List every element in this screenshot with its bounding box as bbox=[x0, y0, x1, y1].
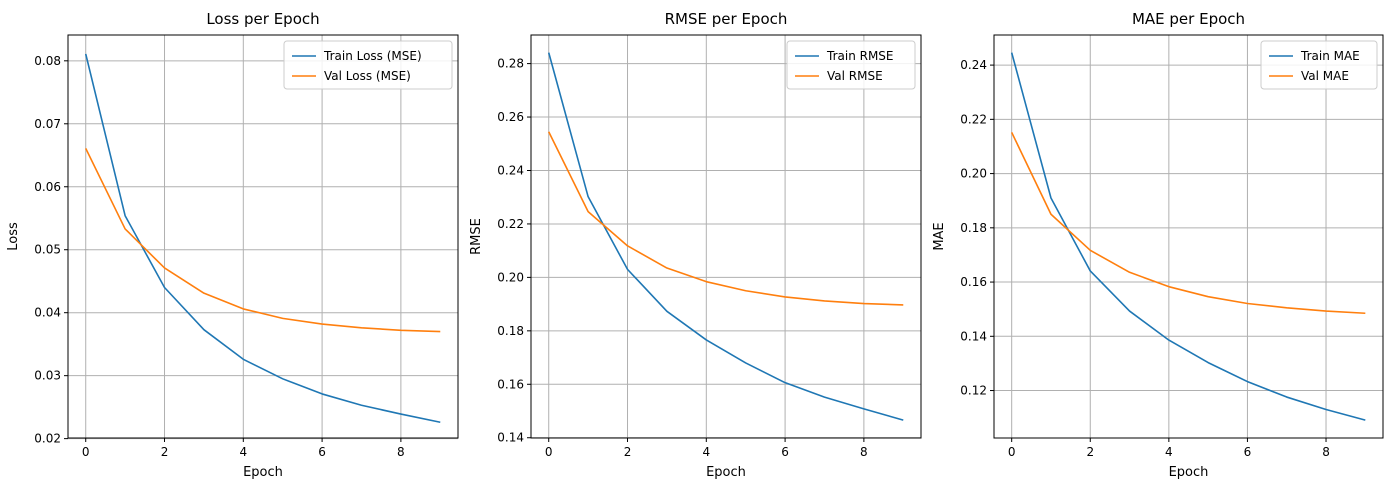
y-tick-label: 0.20 bbox=[960, 167, 987, 181]
y-tick-label: 0.07 bbox=[34, 117, 61, 131]
chart-title: Loss per Epoch bbox=[206, 10, 319, 28]
legend-box bbox=[1260, 40, 1378, 90]
x-axis-label: Epoch bbox=[243, 465, 283, 480]
legend-box bbox=[283, 40, 453, 90]
x-tick-label: 8 bbox=[1322, 445, 1330, 459]
legend-label: Val Loss (MSE) bbox=[324, 69, 411, 83]
legend-label: Train RMSE bbox=[826, 49, 894, 63]
x-tick-label: 6 bbox=[1244, 445, 1252, 459]
x-axis-label: Epoch bbox=[1169, 465, 1209, 480]
x-tick-label: 2 bbox=[624, 445, 632, 459]
x-tick-label: 0 bbox=[82, 445, 90, 459]
y-tick-label: 0.04 bbox=[34, 306, 61, 320]
chart-title: RMSE per Epoch bbox=[665, 10, 788, 28]
y-axis-label: MAE bbox=[932, 222, 947, 250]
y-tick-label: 0.22 bbox=[960, 112, 987, 126]
y-tick-label: 0.24 bbox=[960, 58, 987, 72]
y-tick-label: 0.24 bbox=[497, 163, 524, 177]
chart-panel-2: 0 2 4 6 8 0.14 0.16 0.18 0.20 0.22 0.24 0.26 0.28 RMS… bbox=[469, 10, 922, 480]
x-axis-label: Epoch bbox=[706, 465, 746, 480]
legend: Train RMSE Val RMSE bbox=[786, 40, 916, 90]
x-tick-label: 0 bbox=[545, 445, 553, 459]
y-tick-label: 0.20 bbox=[497, 270, 524, 284]
y-tick-label: 0.03 bbox=[34, 369, 61, 383]
y-tick-label: 0.16 bbox=[497, 377, 524, 391]
x-tick-label: 2 bbox=[161, 445, 169, 459]
x-tick-label: 8 bbox=[860, 445, 868, 459]
series-line-train bbox=[547, 52, 904, 421]
x-tick-label: 6 bbox=[781, 445, 789, 459]
series-line-val bbox=[85, 147, 441, 333]
legend-label: Train Loss (MSE) bbox=[323, 49, 422, 63]
y-axis-label: RMSE bbox=[469, 218, 484, 255]
series-line-train bbox=[84, 53, 441, 424]
y-tick-label: 0.06 bbox=[34, 180, 61, 194]
x-tick-label: 4 bbox=[1165, 445, 1173, 459]
x-tick-label: 4 bbox=[702, 445, 710, 459]
legend-label: Train MAE bbox=[1300, 49, 1360, 63]
y-tick-label: 0.26 bbox=[497, 110, 524, 124]
series-line-val bbox=[1010, 132, 1366, 315]
y-axis-label: Loss bbox=[6, 222, 21, 251]
series-line-val bbox=[548, 131, 904, 306]
chart-panel-1: 0 2 4 6 8 0.02 0.03 0.04 0.05 0.06 0.07 0.08 Loss pe… bbox=[6, 10, 459, 480]
x-tick-label: 2 bbox=[1086, 445, 1094, 459]
y-tick-label: 0.14 bbox=[497, 431, 524, 445]
y-tick-label: 0.16 bbox=[960, 275, 987, 289]
legend-label: Val MAE bbox=[1301, 69, 1349, 83]
plot-frame bbox=[67, 34, 459, 439]
x-tick-label: 6 bbox=[318, 445, 326, 459]
x-tick-label: 8 bbox=[397, 445, 405, 459]
y-tick-label: 0.18 bbox=[497, 324, 524, 338]
series-line-train bbox=[1010, 52, 1366, 421]
x-tick-label: 4 bbox=[239, 445, 247, 459]
x-tick-label: 0 bbox=[1008, 445, 1016, 459]
legend: Train Loss (MSE) Val Loss (MSE) bbox=[283, 40, 453, 90]
chart-title: MAE per Epoch bbox=[1132, 10, 1245, 28]
y-tick-label: 0.08 bbox=[34, 54, 61, 68]
y-tick-label: 0.12 bbox=[960, 384, 987, 398]
plot-frame bbox=[993, 34, 1384, 439]
y-tick-label: 0.02 bbox=[34, 432, 61, 446]
legend-label: Val RMSE bbox=[827, 69, 883, 83]
chart-panel-3: 0 2 4 6 8 0.12 0.14 0.16 0.18 0.20 0.22 0.24 MAE per… bbox=[932, 10, 1384, 480]
y-tick-label: 0.14 bbox=[960, 329, 987, 343]
y-tick-label: 0.18 bbox=[960, 221, 987, 235]
y-tick-label: 0.22 bbox=[497, 217, 524, 231]
legend: Train MAE Val MAE bbox=[1260, 40, 1378, 90]
y-tick-label: 0.05 bbox=[34, 243, 61, 257]
legend-box bbox=[786, 40, 916, 90]
y-tick-label: 0.28 bbox=[497, 57, 524, 71]
plot-frame bbox=[530, 34, 922, 439]
